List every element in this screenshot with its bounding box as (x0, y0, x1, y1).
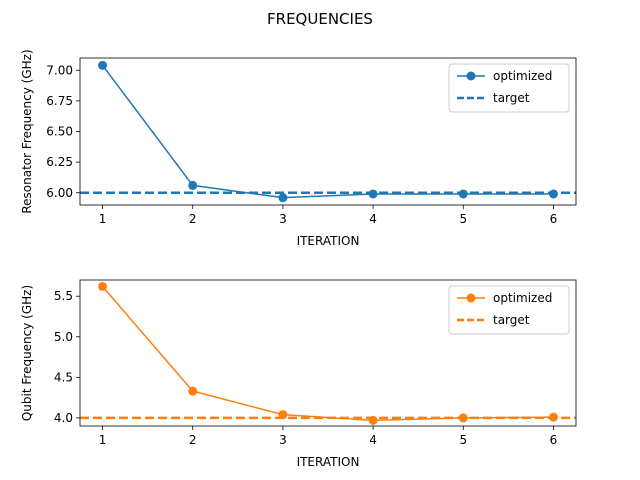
x-tick-label: 4 (369, 433, 377, 447)
legend-target-label: target (493, 91, 530, 105)
legend: optimized target (448, 63, 570, 113)
optimized-line (101, 285, 554, 422)
x-axis-label: ITERATION (297, 455, 360, 469)
y-tick-label: 5.0 (54, 330, 73, 344)
y-tick-label: 6.50 (46, 125, 73, 139)
data-point (548, 189, 558, 199)
chart-panels: 1 2 3 4 5 6 6.00 6.25 6.50 6.75 7.00 ITERATION Reson… (20, 49, 577, 469)
x-tick-label: 2 (189, 212, 197, 226)
legend-target-label: target (493, 313, 530, 327)
x-tick-label: 1 (99, 212, 107, 226)
x-tick-label: 5 (459, 212, 467, 226)
legend-optimized-label: optimized (493, 69, 552, 83)
data-point (278, 410, 288, 420)
optimized-line (101, 64, 554, 199)
legend: optimized target (448, 285, 570, 335)
y-axis-label: Qubit Frequency (GHz) (20, 285, 34, 421)
data-point (458, 413, 468, 423)
y-tick-label: 7.00 (46, 63, 73, 77)
data-point (188, 386, 198, 396)
x-tick-label: 2 (189, 433, 197, 447)
x-tick-label: 6 (550, 433, 558, 447)
data-point (458, 189, 468, 199)
data-point (548, 412, 558, 422)
data-point (368, 415, 378, 425)
data-point (278, 193, 288, 203)
x-tick-label: 4 (369, 212, 377, 226)
y-tick-label: 6.75 (46, 94, 73, 108)
y-tick-label: 6.25 (46, 155, 73, 169)
x-tick-label: 5 (459, 433, 467, 447)
y-axis-label: Resonator Frequency (GHz) (20, 49, 34, 213)
panel-2: 1 2 3 4 5 6 4.0 4.5 5.0 5.5 ITERATION Qubit Frequen… (20, 279, 577, 469)
y-tick-label: 6.00 (46, 186, 73, 200)
x-tick-label: 3 (279, 212, 287, 226)
figure-title: FREQUENCIES (267, 10, 373, 28)
data-point (98, 281, 108, 291)
data-point (188, 180, 198, 190)
x-tick-label: 1 (99, 433, 107, 447)
legend-optimized-marker (466, 71, 476, 81)
panel-1: 1 2 3 4 5 6 6.00 6.25 6.50 6.75 7.00 ITERATION Reson… (20, 49, 577, 248)
data-point (98, 60, 108, 70)
x-axis-label: ITERATION (297, 234, 360, 248)
y-tick-label: 4.0 (54, 411, 73, 425)
data-point (368, 189, 378, 199)
y-tick-label: 4.5 (54, 370, 73, 384)
x-tick-label: 6 (550, 212, 558, 226)
y-tick-label: 5.5 (54, 289, 73, 303)
x-tick-label: 3 (279, 433, 287, 447)
legend-optimized-label: optimized (493, 291, 552, 305)
axes-frame (79, 279, 577, 427)
legend-optimized-marker (466, 293, 476, 303)
